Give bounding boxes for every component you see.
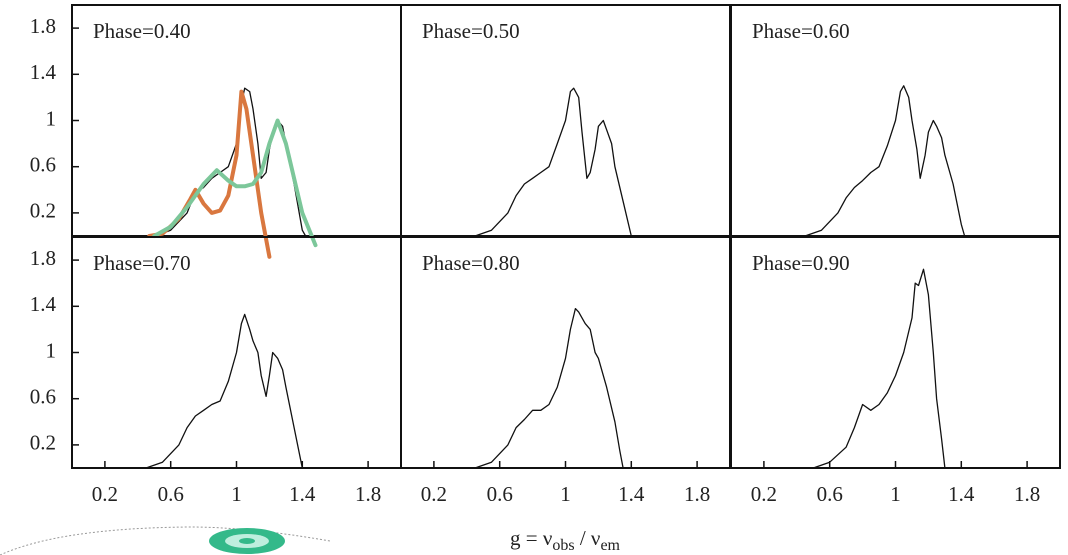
- x-tick-label: 1.4: [618, 482, 645, 506]
- x-tick-label: 0.6: [817, 482, 843, 506]
- y-tick-label: 1: [46, 338, 57, 362]
- line-series: [152, 118, 318, 248]
- decor-arc: [0, 526, 331, 555]
- line-series: [804, 85, 966, 237]
- x-tick-label: 1.8: [684, 482, 710, 506]
- line-series: [145, 313, 303, 469]
- y-tick-label: 0.6: [30, 153, 56, 177]
- x-tick-label: 1: [231, 482, 242, 506]
- decor-ring: [239, 538, 255, 544]
- line-series: [474, 307, 624, 469]
- x-tick-label: 1: [890, 482, 901, 506]
- line-series: [812, 268, 946, 469]
- panel-title: Phase=0.90: [752, 251, 850, 275]
- y-tick-label: 1: [46, 106, 57, 130]
- x-axis-label-part: g = ν: [510, 526, 552, 550]
- y-tick-label: 1.8: [30, 246, 56, 270]
- x-tick-label: 1.4: [948, 482, 975, 506]
- x-axis-label-part: em: [600, 537, 620, 554]
- x-axis-label-part: / ν: [575, 526, 601, 550]
- line-series: [153, 87, 307, 237]
- x-axis-label-part: obs: [552, 537, 574, 554]
- panel-title: Phase=0.80: [422, 251, 520, 275]
- y-tick-label: 0.6: [30, 385, 56, 409]
- panel-title: Phase=0.40: [93, 19, 191, 43]
- panel-title: Phase=0.50: [422, 19, 520, 43]
- y-tick-label: 0.2: [30, 431, 56, 455]
- x-tick-label: 1.8: [355, 482, 381, 506]
- y-tick-label: 1.8: [30, 14, 56, 38]
- y-tick-label: 1.4: [30, 60, 57, 84]
- panel-title: Phase=0.60: [752, 19, 850, 43]
- x-axis-label: g = νobs / νem: [510, 526, 621, 554]
- x-tick-label: 1.4: [289, 482, 316, 506]
- x-tick-label: 0.6: [158, 482, 184, 506]
- x-tick-label: 0.2: [751, 482, 777, 506]
- x-tick-label: 1: [560, 482, 571, 506]
- y-tick-label: 0.2: [30, 199, 56, 223]
- y-tick-label: 1.4: [30, 292, 57, 316]
- line-series: [474, 87, 632, 237]
- x-tick-label: 0.2: [92, 482, 118, 506]
- x-tick-label: 1.8: [1014, 482, 1040, 506]
- x-tick-label: 0.6: [487, 482, 513, 506]
- x-tick-label: 0.2: [421, 482, 447, 506]
- panel-title: Phase=0.70: [93, 251, 191, 275]
